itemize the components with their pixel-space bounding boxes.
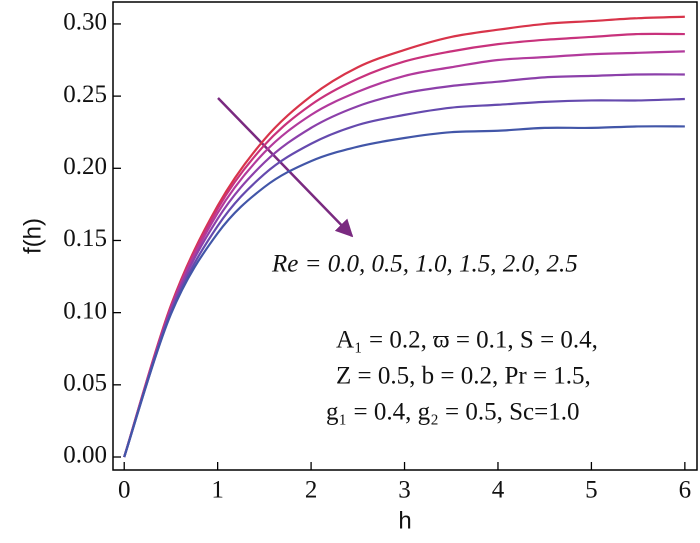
x-tick-label: 4 — [492, 477, 505, 504]
annotation: g₁ = 0.4, g₂ = 0.5, Sc=1.0 — [326, 399, 579, 426]
y-axis-label: f(h) — [19, 218, 46, 254]
y-tick-label: 0.15 — [63, 225, 107, 252]
trend-arrow — [217, 97, 354, 238]
annotation: Re = 0.0, 0.5, 1.0, 1.5, 2.0, 2.5 — [271, 251, 578, 278]
y-tick-label: 0.20 — [63, 153, 107, 180]
x-tick-label: 0 — [118, 477, 131, 504]
line-series — [123, 97, 685, 458]
line-series — [123, 73, 685, 458]
x-tick-label: 6 — [679, 477, 692, 504]
x-tick-label: 1 — [211, 477, 224, 504]
x-tick-label: 3 — [398, 477, 411, 504]
annotation: Z = 0.5, b = 0.2, Pr = 1.5, — [336, 363, 591, 390]
line-series — [123, 32, 685, 458]
y-tick-label: 0.25 — [63, 81, 107, 108]
y-tick-label: 0.30 — [63, 9, 107, 36]
line-series — [123, 50, 685, 458]
x-tick-label: 5 — [585, 477, 598, 504]
annotation: A₁ = 0.2, ϖ = 0.1, S = 0.4, — [336, 327, 598, 354]
x-tick-label: 2 — [305, 477, 318, 504]
y-tick-label: 0.00 — [63, 442, 107, 469]
y-tick-label: 0.10 — [63, 297, 107, 324]
line-series — [123, 15, 685, 458]
y-tick-label: 0.05 — [63, 370, 107, 397]
x-axis-label: h — [398, 507, 411, 534]
line-series — [123, 125, 685, 458]
